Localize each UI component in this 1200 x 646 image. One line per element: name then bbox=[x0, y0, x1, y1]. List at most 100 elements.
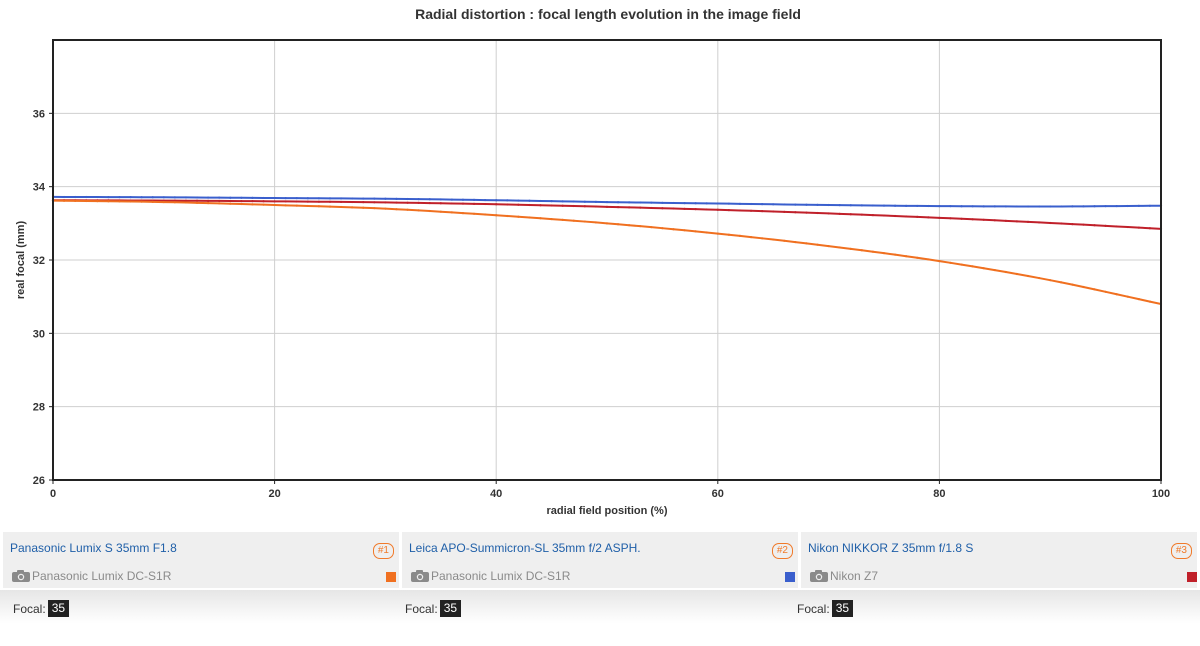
series-point bbox=[1049, 205, 1052, 208]
series-point bbox=[472, 198, 476, 201]
lens-name[interactable]: Panasonic Lumix S 35mm F1.8 bbox=[10, 541, 177, 555]
series-point bbox=[1071, 205, 1074, 208]
lens-card-2[interactable]: Leica APO-Summicron-SL 35mm f/2 ASPH. #2… bbox=[402, 532, 798, 588]
focal-value[interactable]: 35 bbox=[47, 600, 70, 617]
series-point bbox=[816, 211, 819, 215]
y-tick-label: 32 bbox=[33, 255, 45, 267]
series-point bbox=[1015, 220, 1019, 223]
series-point bbox=[661, 201, 664, 204]
lens-camera: Nikon Z7 bbox=[810, 569, 878, 583]
series-point bbox=[783, 239, 786, 242]
series-point bbox=[284, 197, 287, 200]
series-point bbox=[528, 203, 531, 207]
series-point bbox=[860, 204, 863, 207]
series-point bbox=[1026, 220, 1030, 223]
series-point bbox=[716, 208, 719, 211]
series-point bbox=[838, 246, 841, 249]
series-point bbox=[1137, 226, 1140, 229]
series-point bbox=[262, 203, 265, 206]
series-point bbox=[240, 202, 243, 206]
series-point bbox=[749, 209, 753, 212]
series-point bbox=[207, 196, 210, 199]
series-point bbox=[738, 234, 742, 238]
series-point bbox=[960, 217, 963, 220]
series-point bbox=[517, 203, 520, 206]
series-point bbox=[1071, 283, 1074, 286]
series-point bbox=[849, 213, 852, 216]
series-point bbox=[395, 197, 398, 200]
series-point bbox=[993, 219, 996, 222]
series-point bbox=[628, 206, 631, 209]
series-point bbox=[218, 196, 221, 199]
series-point bbox=[74, 195, 77, 199]
series-point bbox=[395, 208, 398, 211]
lens-number-badge: #1 bbox=[372, 543, 394, 559]
series-point bbox=[949, 261, 952, 264]
focal-selector-row: Focal: 35 Focal: 35 Focal: 35 bbox=[0, 590, 1200, 646]
series-point bbox=[351, 206, 354, 209]
series-point bbox=[639, 206, 642, 209]
series-point bbox=[384, 197, 387, 200]
series-point bbox=[207, 202, 210, 205]
camera-name: Panasonic Lumix DC-S1R bbox=[32, 569, 172, 583]
y-axis-label: real focal (mm) bbox=[15, 221, 27, 300]
series-point bbox=[949, 217, 952, 220]
series-point bbox=[173, 201, 176, 204]
series-point bbox=[428, 198, 431, 201]
series-point bbox=[1060, 281, 1063, 284]
series-point bbox=[1049, 279, 1052, 282]
series-point bbox=[761, 210, 764, 213]
series-point bbox=[339, 197, 343, 200]
series-point bbox=[938, 216, 941, 219]
series-point bbox=[772, 238, 775, 241]
series-point bbox=[849, 204, 852, 207]
series-point bbox=[561, 200, 564, 203]
series-point bbox=[484, 198, 487, 202]
series-point bbox=[351, 197, 354, 200]
series-point bbox=[550, 200, 553, 203]
x-axis-label: radial field position (%) bbox=[546, 505, 667, 517]
y-axis-ticks: 26 28 30 32 34 36 bbox=[33, 108, 53, 487]
series-point bbox=[317, 197, 321, 200]
series-point bbox=[173, 196, 176, 199]
series-color-swatch bbox=[1187, 572, 1197, 582]
series-point bbox=[273, 203, 276, 207]
series-point bbox=[428, 209, 431, 213]
lens-name[interactable]: Leica APO-Summicron-SL 35mm f/2 ASPH. bbox=[409, 541, 641, 555]
chart-area: Radial distortion : focal length evoluti… bbox=[15, 6, 1170, 517]
series-point bbox=[184, 199, 188, 202]
series-point bbox=[772, 210, 775, 213]
focal-value[interactable]: 35 bbox=[831, 600, 854, 617]
lens-name[interactable]: Nikon NIKKOR Z 35mm f/1.8 S bbox=[808, 541, 974, 555]
series-point bbox=[672, 207, 675, 210]
series-point bbox=[971, 218, 974, 221]
series-point bbox=[639, 201, 642, 204]
series-point bbox=[727, 202, 730, 205]
series-point bbox=[284, 204, 287, 207]
series-point bbox=[528, 199, 531, 202]
lens-card-3[interactable]: Nikon NIKKOR Z 35mm f/1.8 S #3 Nikon Z7 bbox=[801, 532, 1197, 588]
series-point bbox=[1026, 205, 1030, 208]
series-point bbox=[1060, 222, 1063, 225]
series-point bbox=[461, 202, 465, 205]
series-point bbox=[628, 224, 631, 227]
series-layer bbox=[51, 195, 1163, 306]
series-point bbox=[406, 201, 409, 204]
series-point bbox=[96, 195, 99, 199]
series-point bbox=[406, 197, 409, 201]
series-point bbox=[207, 199, 210, 202]
series-point bbox=[1004, 219, 1007, 222]
series-point bbox=[306, 204, 309, 208]
series-point bbox=[838, 204, 841, 207]
series-point bbox=[916, 204, 919, 208]
series-point bbox=[1082, 205, 1085, 208]
series-point bbox=[882, 252, 886, 255]
lens-card-1[interactable]: Panasonic Lumix S 35mm F1.8 #1 Panasonic… bbox=[3, 532, 399, 588]
series-point bbox=[849, 247, 852, 250]
series-point bbox=[816, 203, 819, 206]
series-point bbox=[85, 195, 88, 199]
series-point bbox=[583, 220, 586, 223]
focal-selector-3: Focal: 35 bbox=[797, 600, 854, 617]
focal-value[interactable]: 35 bbox=[439, 600, 462, 617]
series-point bbox=[328, 200, 332, 203]
